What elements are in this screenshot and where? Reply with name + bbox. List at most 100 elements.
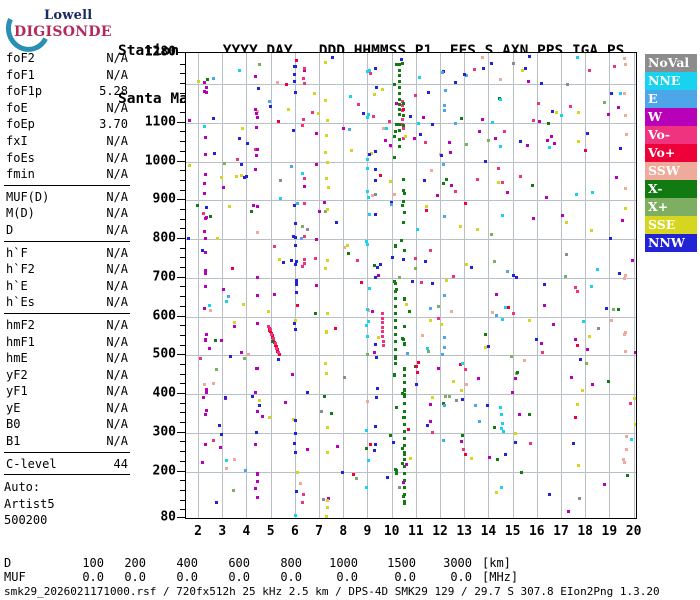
data-point [491,311,494,314]
data-point [374,213,377,216]
legend-item-w[interactable]: W [645,108,697,126]
y-axis-minor-tick [180,383,185,385]
data-point [403,437,406,440]
data-point [244,469,247,472]
data-point [203,81,206,84]
data-point [227,295,230,298]
legend-item-x[interactable]: X+ [645,198,697,216]
legend-item-e[interactable]: E [645,90,697,108]
data-point [541,351,544,354]
data-point [302,493,305,496]
data-point [409,115,412,118]
legend-item-x[interactable]: X- [645,180,697,198]
gridline-vertical [391,53,393,518]
data-point [335,221,338,224]
parameter-row: MUF(D) N/A [4,189,130,206]
logo-digisonde-text: DIGISONDE [14,24,112,40]
data-point [349,95,352,98]
data-point [401,100,404,103]
data-point [360,281,363,284]
data-point [481,56,484,59]
data-point [375,356,378,359]
legend-item-noval[interactable]: NoVal [645,54,697,72]
y-axis-tick [177,354,185,356]
data-point [427,91,430,94]
data-point [219,446,222,449]
data-point [356,259,359,262]
data-point [615,176,618,179]
data-point [424,141,427,144]
data-point [326,208,329,211]
data-point [443,104,446,107]
data-point [204,443,207,446]
ionogram-parameters-panel: foF2 N/A foF1 N/A foF1p 5.28 foE N/A foEp 3.70 fxI… [4,50,130,529]
data-point [567,510,570,513]
y-axis-minor-tick [180,480,185,482]
data-point [355,477,358,480]
data-point [579,358,582,361]
data-point [398,103,401,106]
data-point [496,458,499,461]
data-point [403,465,406,468]
data-point [204,153,207,156]
gridline-horizontal [186,84,636,85]
data-point [258,63,261,66]
data-point [205,391,208,394]
data-point [454,81,457,84]
x-axis-tick-label: 3 [218,524,227,539]
data-point [376,266,379,269]
parameter-row: hmE N/A [4,350,130,367]
data-point [315,163,318,166]
y-axis-minor-tick [180,460,185,462]
data-point [325,330,328,333]
data-point [429,307,432,310]
data-point [624,114,627,117]
data-point [222,288,225,291]
ionogram-plot-area[interactable] [185,52,637,519]
x-axis-tick-label: 11 [408,524,424,539]
legend-item-vo[interactable]: Vo+ [645,144,697,162]
data-point [272,337,275,340]
y-axis-minor-tick [180,412,185,414]
data-point [343,376,346,379]
data-point [394,340,397,343]
y-axis-minor-tick [180,489,185,491]
plot-gridlines [186,53,636,518]
data-point [501,318,504,321]
data-point [401,462,404,465]
y-axis-minor-tick [180,83,185,84]
legend-item-ssw[interactable]: SSW [645,162,697,180]
gridline-vertical [343,53,345,518]
data-point [336,445,339,448]
data-point [403,493,406,496]
x-axis: 2 3 4 5 6 7 8 9 10 11 12 13 14 15 16 17 18 19 20 [185,524,641,544]
data-point [325,372,328,375]
data-point [306,448,309,451]
data-point [398,138,401,141]
data-point [325,177,328,180]
data-point [415,365,418,368]
data-point [569,105,572,108]
x-axis-tick-label: 16 [528,524,545,539]
gridline-horizontal [186,200,636,202]
lowell-digisonde-logo: Lowell DIGISONDE [0,0,114,58]
data-point [421,334,424,337]
muf-value: 0.0 [450,570,472,584]
y-axis-minor-tick [180,422,185,424]
data-point [419,133,422,136]
data-point [460,389,463,392]
parameter-value: N/A [106,133,128,148]
data-point [521,69,524,72]
data-point [582,320,585,323]
data-point [403,368,406,371]
sidebar-divider [4,312,130,314]
data-point [623,277,626,280]
legend-item-nnw[interactable]: NNW [645,234,697,252]
legend-item-vo[interactable]: Vo- [645,126,697,144]
data-point [274,342,277,345]
legend-item-sse[interactable]: SSE [645,216,697,234]
data-point [401,447,404,450]
legend-item-nne[interactable]: NNE [645,72,697,90]
data-point [460,440,463,443]
data-point [374,343,377,346]
